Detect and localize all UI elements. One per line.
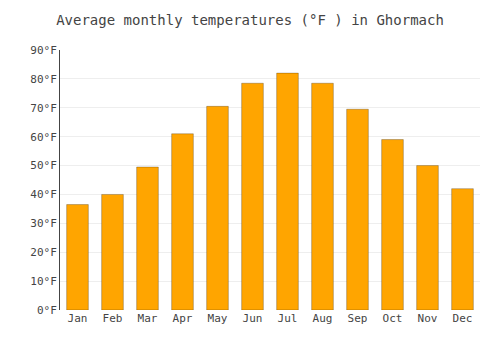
svg-text:Dec: Dec <box>453 312 473 325</box>
svg-text:Apr: Apr <box>173 312 193 325</box>
svg-text:0°F: 0°F <box>37 304 57 317</box>
svg-text:Sep: Sep <box>348 312 368 325</box>
svg-text:80°F: 80°F <box>30 73 57 86</box>
svg-text:May: May <box>208 312 228 325</box>
svg-text:Mar: Mar <box>138 312 158 325</box>
svg-text:60°F: 60°F <box>30 131 57 144</box>
svg-text:Feb: Feb <box>103 312 123 325</box>
svg-text:Oct: Oct <box>383 312 403 325</box>
svg-text:Average monthly temperatures (: Average monthly temperatures (°F ) in Gh… <box>56 12 444 28</box>
svg-text:70°F: 70°F <box>30 102 57 115</box>
svg-text:20°F: 20°F <box>30 246 57 259</box>
svg-text:40°F: 40°F <box>30 188 57 201</box>
svg-text:30°F: 30°F <box>30 217 57 230</box>
svg-text:Jan: Jan <box>68 312 88 325</box>
svg-text:Aug: Aug <box>313 312 333 325</box>
svg-text:Jun: Jun <box>243 312 263 325</box>
svg-text:90°F: 90°F <box>30 44 57 57</box>
svg-text:Jul: Jul <box>278 312 298 325</box>
svg-text:10°F: 10°F <box>30 275 57 288</box>
svg-text:Nov: Nov <box>418 312 438 325</box>
svg-text:50°F: 50°F <box>30 159 57 172</box>
